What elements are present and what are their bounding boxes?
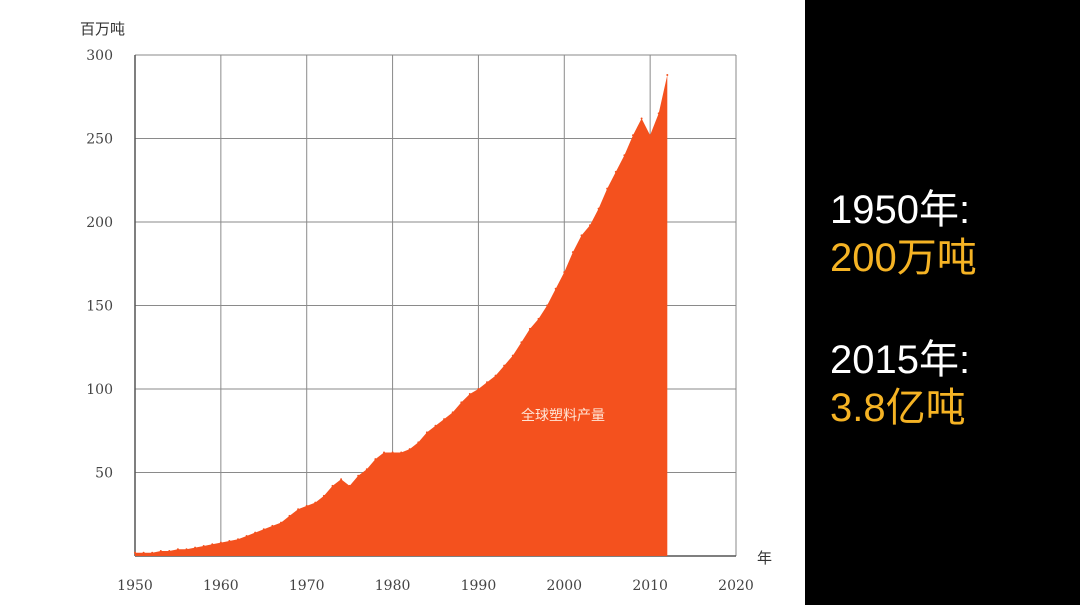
- data-point: [357, 474, 360, 477]
- data-point: [408, 448, 411, 451]
- data-point: [314, 501, 317, 504]
- data-point: [623, 154, 626, 157]
- data-point: [589, 224, 591, 227]
- data-point: [219, 541, 222, 544]
- data-point: [503, 364, 506, 367]
- data-point: [614, 170, 617, 173]
- series-layer: [134, 74, 669, 556]
- data-point: [305, 504, 308, 507]
- data-point: [597, 207, 600, 210]
- y-axis-label: 百万吨: [80, 20, 125, 38]
- data-point: [340, 478, 343, 481]
- data-point: [159, 550, 162, 552]
- data-point: [383, 451, 385, 454]
- data-point: [606, 187, 609, 190]
- y-tick-label: 300: [86, 48, 113, 64]
- series-label: 全球塑料产量: [521, 407, 605, 424]
- stat-1950: 1950年: 200万吨: [830, 186, 977, 282]
- data-point: [365, 468, 368, 471]
- data-point: [417, 441, 420, 444]
- data-point: [632, 134, 634, 137]
- data-point: [528, 327, 531, 330]
- data-point: [546, 304, 549, 307]
- data-point: [211, 543, 214, 546]
- data-point: [434, 424, 437, 427]
- data-point: [185, 548, 188, 551]
- data-point: [322, 494, 325, 497]
- x-tick-label: 1980: [375, 578, 411, 594]
- data-point: [348, 484, 351, 487]
- data-point: [331, 484, 334, 487]
- data-point: [425, 431, 428, 434]
- data-point: [451, 411, 454, 414]
- x-axis-label: 年: [757, 549, 772, 567]
- stat-1950-value: 200万吨: [830, 236, 977, 280]
- chart-area: 百万吨 年 1950 1960 1970 1980 1990 2000 2010 2020 50…: [80, 20, 773, 594]
- production-area: [135, 75, 668, 556]
- data-point: [254, 531, 257, 534]
- data-point: [563, 271, 566, 274]
- data-point: [391, 451, 394, 454]
- stat-1950-year: 1950年:: [830, 188, 971, 232]
- x-tick-label: 1990: [461, 578, 497, 594]
- data-point: [297, 508, 300, 511]
- y-tick-label: 100: [86, 382, 113, 398]
- data-point: [374, 458, 377, 461]
- data-point: [649, 134, 652, 137]
- data-point: [151, 551, 154, 554]
- data-point: [468, 393, 471, 395]
- data-point: [477, 388, 480, 390]
- data-point: [271, 524, 274, 527]
- data-point: [554, 287, 557, 290]
- data-point: [288, 514, 291, 517]
- data-point: [280, 521, 282, 524]
- data-point: [202, 545, 205, 547]
- x-tick-label: 2020: [718, 578, 754, 594]
- data-point: [194, 546, 197, 549]
- data-point: [580, 234, 583, 237]
- data-point: [657, 112, 660, 115]
- data-point: [640, 117, 643, 120]
- data-point: [443, 418, 446, 421]
- data-point: [520, 341, 523, 344]
- data-point: [228, 540, 231, 542]
- side-panel: 1950年: 200万吨 2015年: 3.8亿吨: [805, 0, 1080, 605]
- data-point: [666, 74, 669, 76]
- data-point: [134, 551, 136, 554]
- data-point: [494, 374, 497, 377]
- data-point: [142, 551, 145, 554]
- data-point: [537, 317, 540, 320]
- stat-2015: 2015年: 3.8亿吨: [830, 336, 970, 432]
- x-tick-label: 1950: [117, 578, 153, 594]
- data-point: [400, 451, 403, 454]
- y-tick-label: 150: [86, 299, 113, 315]
- x-tick-label: 1970: [289, 578, 325, 594]
- data-point: [486, 381, 488, 384]
- data-point: [571, 251, 574, 254]
- stat-2015-year: 2015年:: [830, 338, 971, 382]
- data-point: [460, 401, 463, 404]
- data-point: [168, 550, 171, 552]
- x-tick-label: 2010: [632, 578, 668, 594]
- x-tick-label: 2000: [546, 578, 582, 594]
- data-point: [245, 535, 248, 537]
- data-point: [511, 354, 514, 357]
- data-point: [237, 538, 239, 541]
- stat-2015-value: 3.8亿吨: [830, 386, 966, 430]
- data-point: [262, 528, 265, 531]
- y-tick-label: 200: [86, 215, 113, 231]
- y-tick-label: 50: [95, 466, 113, 482]
- x-tick-label: 1960: [203, 578, 239, 594]
- data-point: [176, 548, 179, 551]
- y-tick-label: 250: [86, 132, 113, 148]
- plastic-production-chart: 百万吨 年 1950 1960 1970 1980 1990 2000 2010 2020 50…: [80, 20, 772, 594]
- tick-labels: 1950 1960 1970 1980 1990 2000 2010 2020 50 100 150…: [86, 48, 754, 594]
